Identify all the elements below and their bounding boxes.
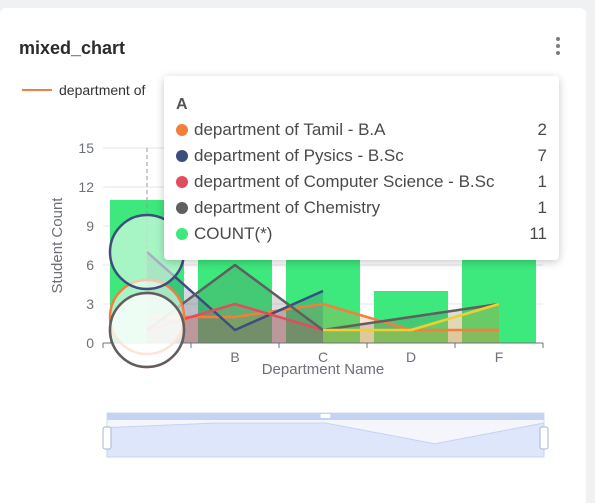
series-dot-icon [176,150,188,162]
tooltip-row-label: department of Computer Science - B.Sc [194,172,495,191]
y-tick-label: 0 [86,335,94,351]
tooltip-row-value: 2 [537,120,547,139]
tooltip-row-label: department of Tamil - B.A [194,120,386,139]
datazoom-handle-start[interactable] [102,426,112,450]
series-area [147,304,499,343]
series-line[interactable] [146,251,324,332]
tooltip-row-value: 7 [537,146,547,165]
tooltip-row: COUNT(*) 11 [176,221,547,247]
tooltip-row-value: 1 [537,172,547,191]
y-tick-label: 12 [78,179,94,195]
chart-title: mixed_chart [19,38,126,58]
series-area [323,304,499,343]
series-area [147,304,323,343]
datazoom-handle-end[interactable] [539,426,549,450]
y-axis-label: Student Count [49,197,66,294]
x-tick-label: B [230,349,239,365]
series-line[interactable] [147,302,499,332]
y-tick-label: 9 [86,218,94,234]
chart-tooltip: A department of Tamil - B.A 2 department… [164,76,559,260]
tooltip-header: A [176,96,188,113]
tooltip-row-label: department of Chemistry [194,198,381,217]
grip-icon[interactable] [320,414,331,418]
series-dot-icon [176,202,188,214]
series-dot-icon [176,228,188,240]
series-area [147,252,323,343]
series-line[interactable] [323,302,500,332]
series-area [147,265,499,343]
hover-point-marker [108,291,186,369]
tooltip-row-label: COUNT(*) [194,224,273,243]
x-tick-label: D [406,349,416,365]
y-tick-label: 3 [86,296,94,312]
tooltip-row: department of Tamil - B.A 2 [176,117,547,143]
legend-item[interactable]: department of [22,80,145,100]
x-axis-label: Department Name [262,361,385,378]
tooltip-row-value: 1 [537,198,547,217]
x-tick-label: C [318,349,328,365]
kebab-menu-icon[interactable] [554,37,562,59]
legend-swatch [22,89,52,91]
tooltip-row: department of Computer Science - B.Sc 1 [176,169,547,195]
datazoom-preview-area [106,422,545,458]
tooltip-row-label: department of Pysics - B.Sc [194,146,404,165]
tooltip-row-value: 11 [529,224,547,243]
tooltip-row: department of Chemistry 1 [176,195,547,221]
legend-label: department of [59,82,146,98]
y-tick-label: 15 [78,140,94,156]
tooltip-row: department of Pysics - B.Sc 7 [176,143,547,169]
series-dot-icon [176,124,188,136]
series-dot-icon [176,176,188,188]
y-tick-label: 6 [86,257,94,273]
x-tick-label: F [495,349,504,365]
